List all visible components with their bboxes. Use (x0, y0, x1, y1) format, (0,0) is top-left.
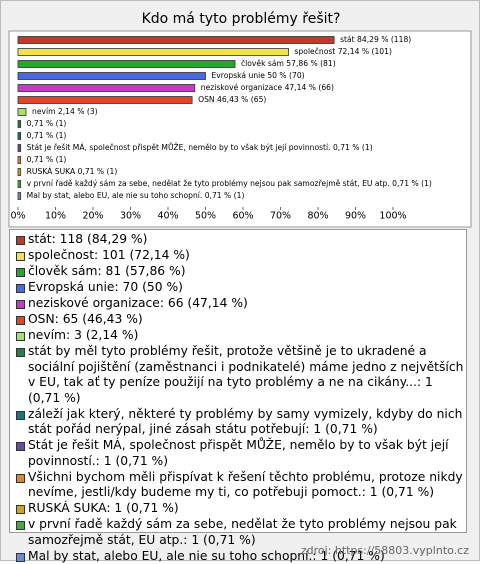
legend-swatch (16, 252, 25, 261)
bar (18, 97, 192, 104)
legend-label: neziskové organizace: 66 (47,14 %) (28, 296, 248, 310)
value-label: v první řadě každý sám za sebe, nedělat … (27, 179, 432, 188)
legend-item: RUSKÁ SUKA: 1 (0,71 %) (14, 501, 466, 517)
x-tick-label: 50% (195, 211, 216, 222)
x-tick-label: 70% (270, 211, 291, 222)
legend-item: záleží jak který, některé ty problémy by… (14, 407, 466, 438)
legend-item: stát: 118 (84,29 %) (14, 232, 466, 248)
legend-label: OSN: 65 (46,43 %) (28, 312, 143, 326)
legend-item: společnost: 101 (72,14 %) (14, 248, 466, 264)
legend-swatch (16, 442, 25, 451)
legend: stát: 118 (84,29 %) společnost: 101 (72,1… (9, 229, 467, 533)
legend-swatch (16, 236, 25, 245)
value-label: společnost 72,14 % (101) (295, 47, 392, 56)
legend-label: stát by měl tyto problémy řešit, protože… (28, 344, 463, 405)
x-tick-label: 90% (345, 211, 366, 222)
bar (18, 73, 206, 80)
bar (18, 181, 21, 188)
legend-swatch (16, 284, 25, 293)
source: zdroj: https://58803.vyplnto.cz (301, 544, 469, 557)
legend-item: Stát je řešit MÁ, společnost přispět MŮŽ… (14, 438, 466, 469)
bar (18, 109, 26, 116)
legend-label: společnost: 101 (72,14 %) (28, 248, 190, 262)
legend-swatch (16, 268, 25, 277)
x-tick-label: 100% (379, 211, 406, 222)
legend-label: v první řadě každý sám za sebe, nedělat … (28, 517, 457, 547)
legend-item: stát by měl tyto problémy řešit, protože… (14, 344, 466, 406)
legend-swatch (16, 316, 25, 325)
legend-swatch (16, 332, 25, 341)
legend-item: nevím: 3 (2,14 %) (14, 328, 466, 344)
value-label: Evropská unie 50 % (70) (212, 71, 305, 80)
legend-label: záleží jak který, některé ty problémy by… (28, 407, 462, 437)
legend-label: stát: 118 (84,29 %) (28, 232, 147, 246)
value-label: člověk sám 57,86 % (81) (241, 59, 336, 68)
value-label: RUSKÁ SUKA 0,71 % (1) (27, 167, 118, 176)
value-label: Stát je řešit MÁ, společnost přispět MŮŽ… (27, 143, 373, 152)
chart: Kdo má tyto problémy řešit? 0% 10% 20% 30% 4… (1, 1, 479, 229)
value-label: 0,71 % (1) (27, 119, 67, 128)
legend-label: člověk sám: 81 (57,86 %) (28, 264, 186, 278)
x-tick-label: 30% (120, 211, 141, 222)
legend-label: RUSKÁ SUKA: 1 (0,71 %) (28, 501, 179, 515)
x-tick-label: 0% (10, 211, 25, 222)
legend-swatch (16, 505, 25, 514)
x-tick-label: 10% (45, 211, 66, 222)
legend-swatch (16, 521, 25, 530)
bar (18, 49, 289, 56)
value-label: 0,71 % (1) (27, 155, 67, 164)
legend-swatch (16, 474, 25, 483)
x-tick-label: 80% (307, 211, 328, 222)
legend-item: OSN: 65 (46,43 %) (14, 312, 466, 328)
bar (18, 121, 21, 128)
x-tick-label: 40% (157, 211, 178, 222)
value-label: nevím 2,14 % (3) (32, 107, 98, 116)
legend-swatch (16, 348, 25, 357)
bar (18, 37, 334, 44)
value-label: neziskové organizace 47,14 % (66) (201, 83, 334, 92)
chart-title: Kdo má tyto problémy řešit? (142, 11, 341, 27)
value-label: OSN 46,43 % (65) (198, 95, 266, 104)
legend-item: Všichni bychom měli přispívat k řešení t… (14, 470, 466, 501)
bar (18, 157, 21, 164)
legend-label: Evropská unie: 70 (50 %) (28, 280, 183, 294)
bar (18, 145, 21, 152)
bar (18, 85, 195, 92)
legend-item: člověk sám: 81 (57,86 %) (14, 264, 466, 280)
legend-label: Stát je řešit MÁ, společnost přispět MŮŽ… (28, 438, 449, 468)
bar (18, 193, 21, 200)
value-label: 0,71 % (1) (27, 131, 67, 140)
value-label: Mal by stat, alebo EU, ale nie su toho s… (27, 191, 245, 200)
legend-swatch (16, 411, 25, 420)
legend-item: neziskové organizace: 66 (47,14 %) (14, 296, 466, 312)
legend-swatch (16, 300, 25, 309)
legend-swatch (16, 553, 25, 562)
bar (18, 169, 21, 176)
bar (18, 133, 21, 140)
bar (18, 61, 235, 68)
value-label: stát 84,29 % (118) (340, 35, 411, 44)
legend-label: nevím: 3 (2,14 %) (28, 328, 138, 342)
x-tick-label: 20% (82, 211, 103, 222)
x-tick-label: 60% (232, 211, 253, 222)
legend-label: Všichni bychom měli přispívat k řešení t… (28, 470, 463, 500)
legend-item: Evropská unie: 70 (50 %) (14, 280, 466, 296)
